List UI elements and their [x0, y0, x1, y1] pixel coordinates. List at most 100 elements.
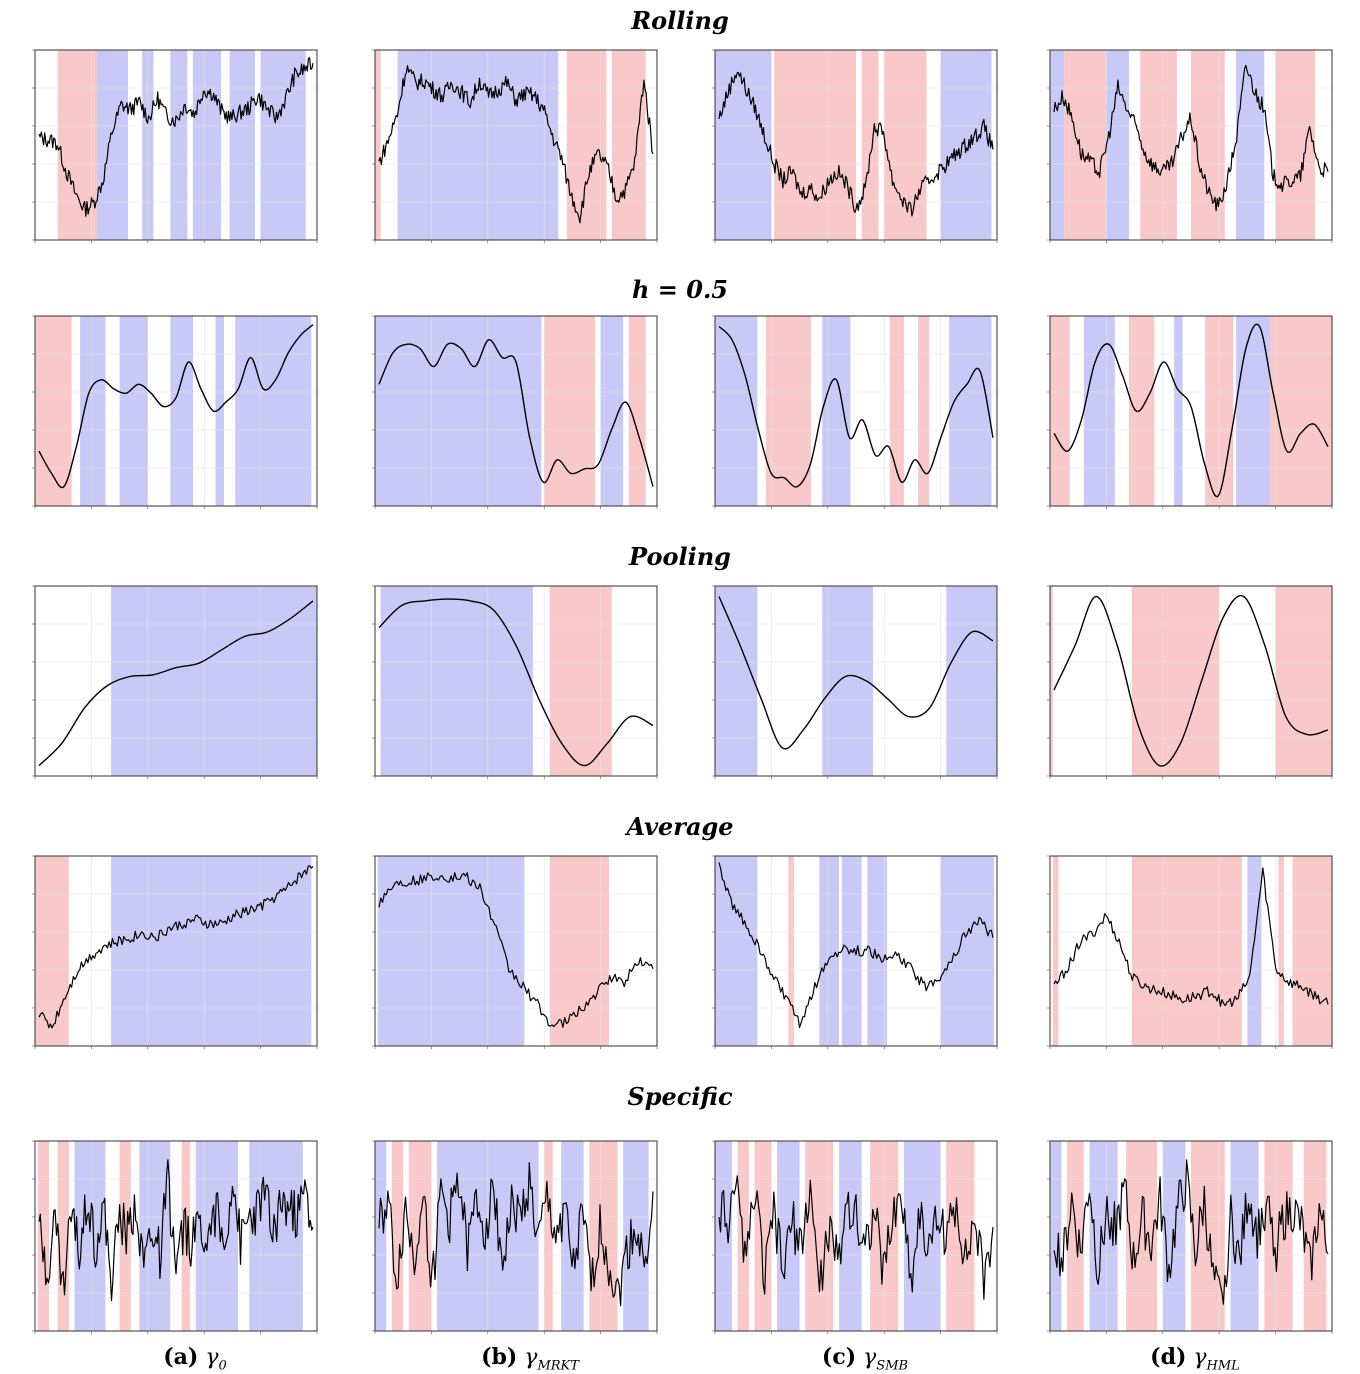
negative-region	[35, 316, 72, 506]
positive-region	[1174, 316, 1183, 506]
plot-frame	[34, 1140, 318, 1332]
chart-panel	[705, 1133, 1003, 1345]
positive-region	[715, 50, 772, 240]
chart-svg	[1047, 855, 1333, 1049]
positive-region	[260, 50, 306, 240]
plot-frame	[714, 1140, 998, 1332]
chart-panel	[25, 578, 323, 790]
negative-region	[1129, 316, 1155, 506]
plot-frame	[1049, 1140, 1333, 1332]
series-line	[1053, 867, 1329, 1007]
plot-frame	[374, 585, 658, 777]
caption-subscript: MRKT	[537, 1358, 579, 1374]
negative-region	[1066, 1141, 1084, 1331]
chart-svg	[32, 1140, 318, 1334]
plot-frame	[1049, 315, 1333, 507]
plot-frame	[34, 585, 318, 777]
negative-region	[1278, 856, 1284, 1046]
plot-frame	[374, 1140, 658, 1332]
chart-svg	[712, 1140, 998, 1334]
negative-region	[566, 50, 607, 240]
chart-panel	[1040, 578, 1338, 790]
negative-region	[1275, 586, 1332, 776]
row-title-pooling: Pooling	[629, 542, 731, 571]
negative-region	[1270, 316, 1332, 506]
positive-region	[946, 586, 997, 776]
chart-panel	[1040, 1133, 1338, 1345]
negative-region	[918, 316, 930, 506]
negative-region	[861, 50, 879, 240]
caption-column-c: (c) γSMB	[700, 1344, 1030, 1373]
plot-frame	[34, 315, 318, 507]
chart-panel	[365, 1133, 663, 1345]
positive-region	[377, 856, 525, 1046]
positive-region	[170, 50, 188, 240]
chart-svg	[372, 855, 658, 1049]
negative-region	[57, 1141, 69, 1331]
chart-panel	[25, 1133, 323, 1345]
caption-subscript: HML	[1206, 1358, 1240, 1374]
negative-region	[1052, 856, 1059, 1046]
positive-region	[623, 1141, 649, 1331]
positive-region	[1083, 316, 1115, 506]
positive-region	[139, 1141, 171, 1331]
negative-region	[1191, 1141, 1225, 1331]
negative-region	[391, 1141, 404, 1331]
negative-region	[544, 316, 595, 506]
chart-svg	[1047, 585, 1333, 779]
positive-region	[867, 856, 887, 1046]
negative-region	[1140, 50, 1177, 240]
chart-panel	[25, 848, 323, 1060]
negative-region	[589, 1141, 618, 1331]
chart-svg	[712, 315, 998, 509]
series-line	[718, 596, 994, 750]
negative-region	[1050, 586, 1053, 776]
positive-region	[715, 586, 758, 776]
positive-region	[97, 50, 128, 240]
plot-frame	[374, 315, 658, 507]
positive-region	[819, 856, 839, 1046]
negative-region	[765, 316, 811, 506]
series-line	[378, 1162, 654, 1307]
chart-svg	[372, 49, 658, 243]
positive-region	[1050, 1141, 1062, 1331]
positive-region	[822, 316, 851, 506]
series-line	[378, 598, 654, 767]
chart-panel	[705, 578, 1003, 790]
chart-svg	[712, 585, 998, 779]
negative-region	[1131, 586, 1220, 776]
positive-region	[1247, 856, 1262, 1046]
chart-svg	[1047, 49, 1333, 243]
positive-region	[1236, 50, 1265, 240]
chart-panel	[1040, 42, 1338, 254]
negative-region	[37, 1141, 50, 1331]
plot-frame	[1049, 585, 1333, 777]
positive-region	[839, 1141, 862, 1331]
positive-region	[397, 50, 559, 240]
negative-region	[754, 1141, 772, 1331]
chart-panel	[25, 42, 323, 254]
plot-frame	[714, 855, 998, 1047]
positive-region	[715, 856, 758, 1046]
positive-region	[777, 1141, 800, 1331]
chart-svg	[32, 855, 318, 1049]
chart-svg	[32, 49, 318, 243]
positive-region	[375, 316, 542, 506]
positive-region	[1050, 50, 1065, 240]
negative-region	[737, 1141, 749, 1331]
positive-region	[715, 316, 758, 506]
chart-panel	[1040, 848, 1338, 1060]
negative-region	[884, 50, 927, 240]
negative-region	[1191, 50, 1225, 240]
caption-subscript: SMB	[876, 1358, 909, 1374]
plot-frame	[34, 855, 318, 1047]
series-line	[718, 325, 994, 488]
plot-frame	[714, 585, 998, 777]
caption-label: (a)	[163, 1344, 199, 1370]
series-line	[38, 324, 314, 489]
chart-svg	[712, 49, 998, 243]
caption-label: (b)	[481, 1344, 518, 1370]
series-line	[378, 339, 654, 487]
negative-region	[946, 1141, 975, 1331]
caption-column-a: (a) γ0	[30, 1344, 360, 1373]
